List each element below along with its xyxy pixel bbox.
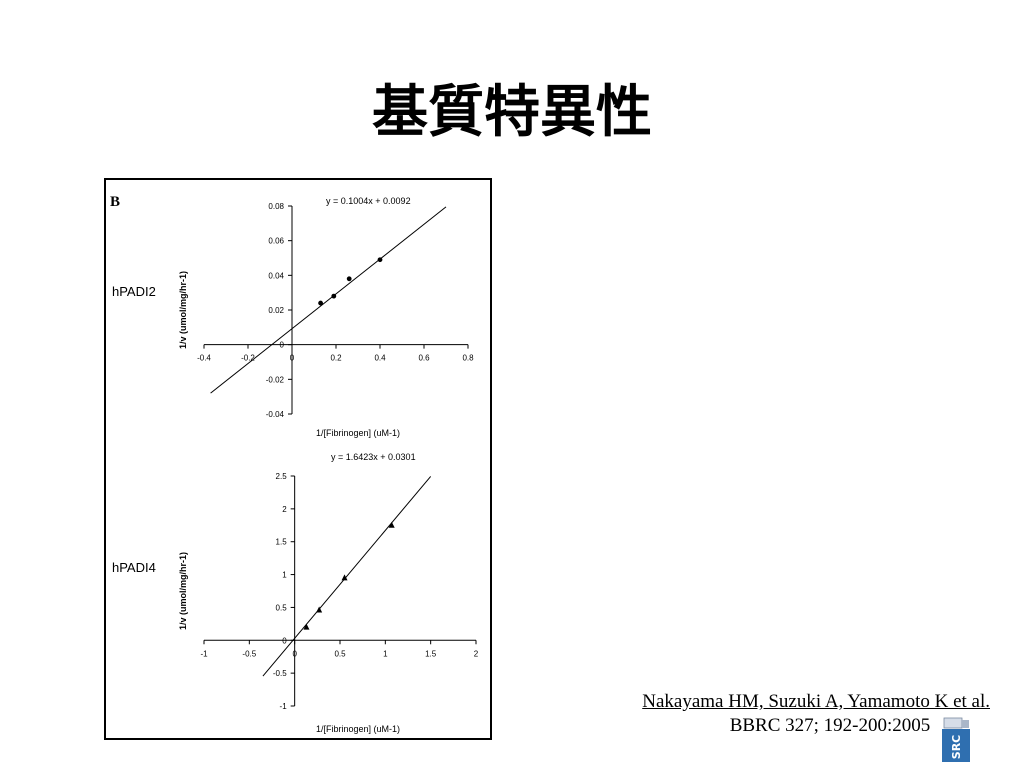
row-label: hPADI2 bbox=[112, 284, 156, 299]
y-tick-label: 0 bbox=[282, 636, 287, 645]
citation: Nakayama HM, Suzuki A, Yamamoto K et al.… bbox=[550, 690, 990, 738]
data-point bbox=[342, 574, 348, 580]
y-tick-label: 0 bbox=[280, 341, 285, 350]
fit-equation: y = 0.1004x + 0.0092 bbox=[326, 196, 411, 206]
citation-authors: Nakayama HM, Suzuki A, Yamamoto K et al. bbox=[550, 690, 990, 714]
panel-letter: B bbox=[110, 194, 120, 210]
y-axis-label: 1/v (umol/mg/hr-1) bbox=[178, 552, 188, 630]
fit-equation: y = 1.6423x + 0.0301 bbox=[331, 452, 416, 462]
x-tick-label: 0.4 bbox=[374, 354, 386, 363]
row-label: hPADI4 bbox=[112, 560, 156, 575]
x-axis-label: 1/[Fibrinogen] (uM-1) bbox=[316, 724, 400, 734]
x-tick-label: 0.5 bbox=[334, 649, 346, 658]
y-tick-label: 0.08 bbox=[268, 202, 284, 211]
x-tick-label: -0.4 bbox=[197, 354, 211, 363]
y-tick-label: -0.04 bbox=[266, 410, 285, 419]
data-point bbox=[347, 276, 352, 281]
data-point bbox=[316, 607, 322, 613]
x-tick-label: -0.5 bbox=[242, 649, 256, 658]
x-tick-label: -1 bbox=[200, 649, 208, 658]
y-axis-label: 1/v (umol/mg/hr-1) bbox=[178, 271, 188, 349]
fit-line bbox=[263, 476, 431, 676]
y-tick-label: -0.5 bbox=[273, 669, 287, 678]
x-tick-label: 2 bbox=[474, 649, 479, 658]
y-tick-label: 0.06 bbox=[268, 237, 284, 246]
x-tick-label: 0.2 bbox=[330, 354, 342, 363]
y-tick-label: 0.5 bbox=[276, 603, 288, 612]
x-tick-label: 1 bbox=[383, 649, 388, 658]
y-tick-label: -0.02 bbox=[266, 375, 285, 384]
data-point bbox=[331, 294, 336, 299]
data-point bbox=[378, 257, 383, 262]
y-tick-label: 0.02 bbox=[268, 306, 284, 315]
y-tick-label: 2 bbox=[282, 505, 287, 514]
y-tick-label: 1 bbox=[282, 571, 287, 580]
x-tick-label: 0.6 bbox=[418, 354, 430, 363]
x-tick-label: 0 bbox=[292, 649, 297, 658]
x-tick-label: -0.2 bbox=[241, 354, 255, 363]
y-tick-label: 0.04 bbox=[268, 271, 284, 280]
x-tick-label: 0.8 bbox=[462, 354, 474, 363]
x-tick-label: 1.5 bbox=[425, 649, 437, 658]
fit-line bbox=[211, 207, 446, 393]
figure-frame: B hPADI2 y = 0.1004x + 0.0092 -0.4 -0.2 0 0.2… bbox=[104, 178, 492, 740]
data-point bbox=[318, 301, 323, 306]
slide-title: 基質特異性 bbox=[0, 78, 1024, 148]
logo-text: SRC bbox=[950, 735, 963, 759]
citation-journal: BBRC 327; 192-200:2005 bbox=[550, 714, 990, 738]
src-logo-icon: SRC bbox=[941, 717, 971, 763]
x-axis-label: 1/[Fibrinogen] (uM-1) bbox=[316, 428, 400, 438]
y-tick-label: 2.5 bbox=[276, 472, 288, 481]
y-tick-label: -1 bbox=[280, 702, 288, 711]
y-tick-label: 1.5 bbox=[276, 538, 288, 547]
figure-plots: B hPADI2 y = 0.1004x + 0.0092 -0.4 -0.2 0 0.2… bbox=[106, 180, 490, 738]
x-tick-label: 0 bbox=[290, 354, 295, 363]
